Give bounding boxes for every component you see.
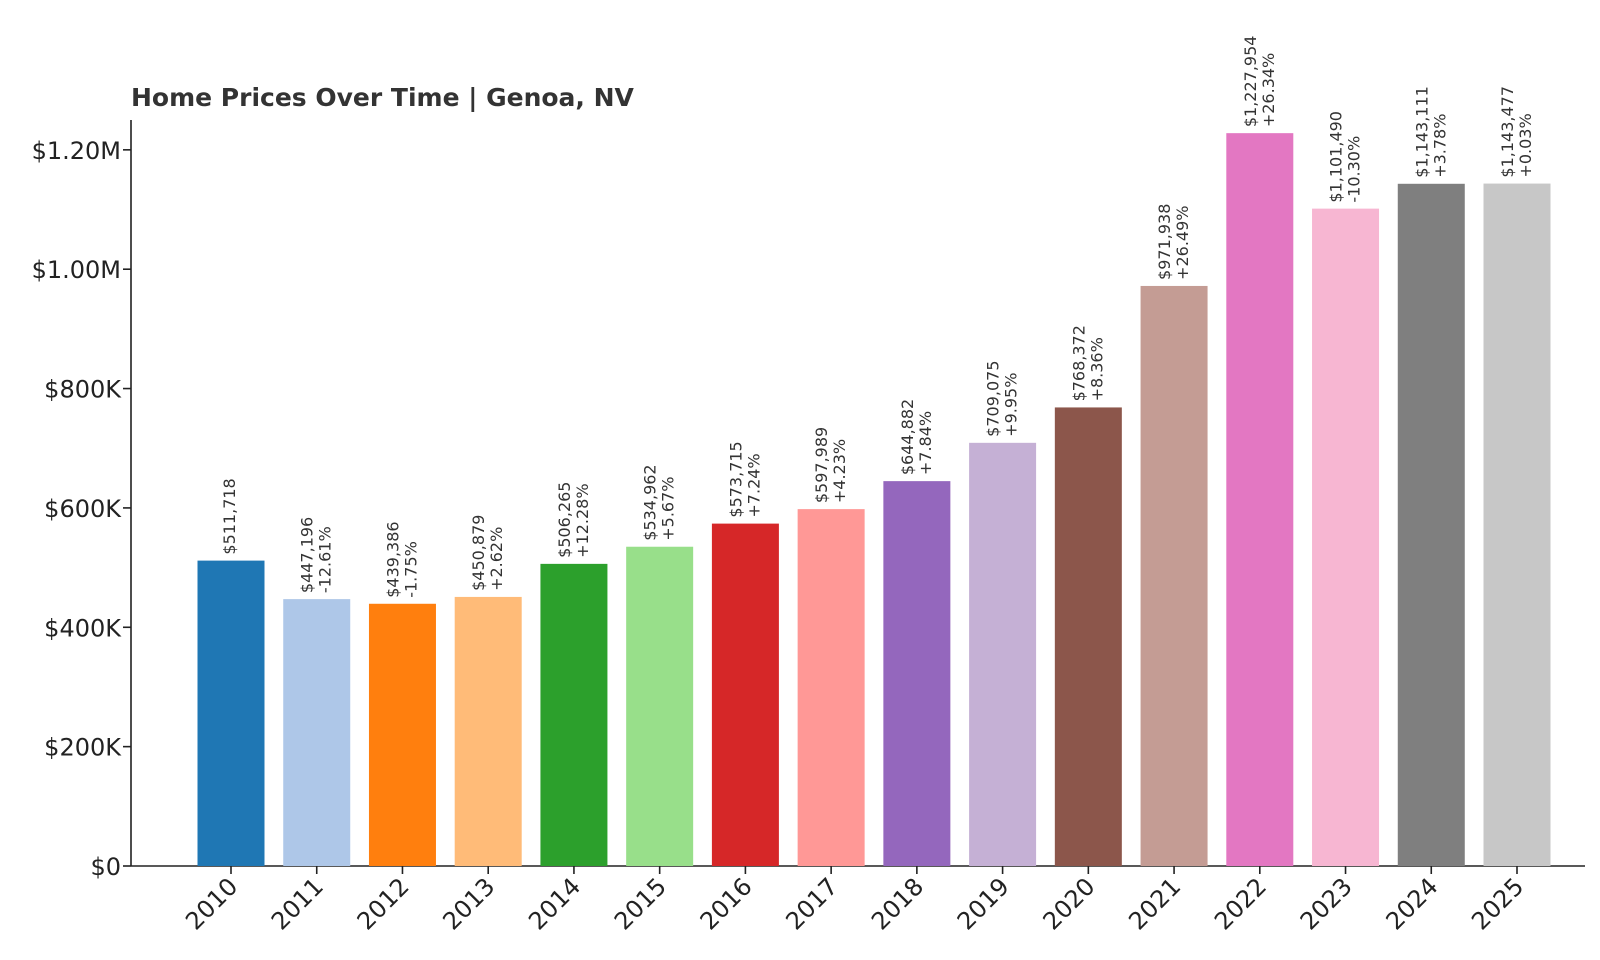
- bar-2013: [454, 596, 522, 866]
- value-label: $709,075: [984, 360, 1003, 436]
- bar-2016: [711, 523, 779, 866]
- x-tick-label: 2015: [609, 872, 672, 935]
- value-label: $1,227,954: [1241, 36, 1260, 128]
- x-tick-label: 2010: [180, 872, 243, 935]
- x-tick-label: 2020: [1038, 872, 1101, 935]
- bar-2010: [197, 560, 265, 866]
- value-label: $1,101,490: [1327, 111, 1346, 203]
- x-tick-label: 2024: [1381, 872, 1444, 935]
- x-tick-label: 2017: [780, 872, 843, 935]
- change-label: +8.36%: [1087, 337, 1106, 401]
- bar-2015: [626, 546, 694, 866]
- x-tick-label: 2022: [1209, 872, 1272, 935]
- change-label: +26.49%: [1173, 206, 1192, 280]
- value-label: $597,989: [812, 427, 831, 503]
- change-label: +12.28%: [573, 483, 592, 557]
- bar-2014: [540, 563, 608, 866]
- change-label: +4.23%: [830, 439, 849, 503]
- chart-title: Home Prices Over Time | Genoa, NV: [131, 83, 635, 112]
- x-tick-label: 2018: [866, 872, 929, 935]
- bar-2017: [797, 509, 865, 866]
- bar-2019: [969, 442, 1037, 866]
- change-label: -10.30%: [1345, 136, 1364, 203]
- x-tick-label: 2023: [1295, 872, 1358, 935]
- change-label: +0.03%: [1516, 113, 1535, 177]
- change-label: +9.95%: [1002, 373, 1021, 437]
- bar-2024: [1397, 183, 1465, 866]
- y-tick-label: $600K: [44, 495, 122, 523]
- bar-2020: [1054, 407, 1122, 866]
- y-axis: $0 $200K $400K $600K $800K $1.00M $1.20M: [32, 120, 132, 881]
- change-label: +26.34%: [1259, 53, 1278, 127]
- bar-2012: [368, 603, 436, 866]
- y-tick-label: $1.00M: [32, 256, 121, 284]
- value-label: $644,882: [898, 399, 917, 475]
- bar-2025: [1483, 183, 1551, 866]
- change-label: +2.62%: [487, 527, 506, 591]
- change-label: +5.67%: [659, 477, 678, 541]
- change-label: +3.78%: [1430, 114, 1449, 178]
- y-tick-label: $0: [90, 853, 121, 881]
- value-label: $511,718: [220, 478, 239, 554]
- x-axis: 2010 2011 2012 2013 2014 2015 2016 2017 2018 2019…: [131, 865, 1585, 935]
- x-tick-label: 2021: [1123, 872, 1186, 935]
- x-tick-label: 2016: [695, 872, 758, 935]
- value-label: $1,143,111: [1412, 86, 1431, 178]
- data-labels-group: $511,718 $447,196 -12.61% $439,386 -1.75% $45…: [220, 36, 1535, 598]
- value-label: $768,372: [1069, 325, 1088, 401]
- change-label: -12.61%: [316, 526, 335, 593]
- bar-2022: [1226, 133, 1294, 867]
- value-label: $439,386: [383, 521, 402, 597]
- x-tick-label: 2025: [1466, 872, 1529, 935]
- value-label: $534,962: [641, 464, 660, 540]
- bar-2021: [1140, 285, 1208, 866]
- value-label: $573,715: [726, 441, 745, 517]
- y-tick-label: $400K: [44, 614, 122, 642]
- x-tick-label: 2011: [266, 872, 329, 935]
- value-label: $450,879: [469, 515, 488, 591]
- value-label: $447,196: [298, 517, 317, 593]
- value-label: $971,938: [1155, 204, 1174, 280]
- bar-2018: [883, 481, 951, 866]
- y-tick-label: $800K: [44, 376, 122, 404]
- change-label: +7.24%: [744, 453, 763, 517]
- y-tick-label: $200K: [44, 734, 122, 762]
- x-tick-label: 2019: [952, 872, 1015, 935]
- x-tick-label: 2014: [523, 872, 586, 935]
- change-label: -1.75%: [401, 541, 420, 598]
- value-label: $1,143,477: [1498, 86, 1517, 178]
- bars-group: [197, 133, 1551, 867]
- y-tick-label: $1.20M: [32, 137, 121, 165]
- x-tick-label: 2013: [437, 872, 500, 935]
- change-label: +7.84%: [916, 411, 935, 475]
- bar-2023: [1312, 208, 1380, 867]
- bar-2011: [283, 599, 351, 866]
- value-label: $506,265: [555, 482, 574, 558]
- x-tick-label: 2012: [352, 872, 415, 935]
